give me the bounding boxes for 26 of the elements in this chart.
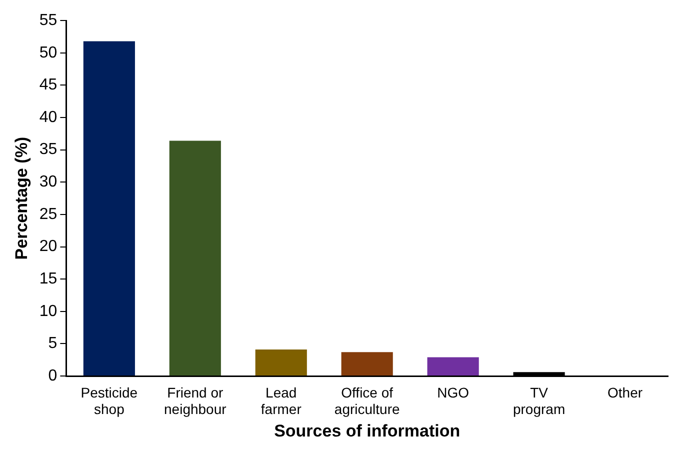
x-tick-label: TV program [512,384,566,418]
x-tick-label: Office of agriculture [334,384,400,418]
x-tick-label: Pesticide shop [80,384,138,418]
y-tick-label: 0 [48,367,58,384]
bar [169,140,221,376]
y-tick-label: 45 [39,76,58,94]
y-tick-label: 20 [39,238,58,256]
y-tick-label: 35 [39,141,58,158]
y-tick-label: 50 [39,44,58,62]
y-tick-label: 10 [39,302,58,320]
bar [341,352,393,376]
y-tick-label: 15 [39,270,58,288]
x-tick-label: Other [608,384,643,400]
x-axis-title: Sources of information [274,421,460,440]
y-tick-label: 25 [39,206,58,223]
x-tick-label: Lead farmer [260,384,302,418]
x-tick-label: NGO [437,384,470,400]
x-tick-label: Friend or neighbour [164,384,227,418]
y-axis-title: Percentage (%) [12,136,31,260]
y-tick-label: 5 [48,335,58,352]
y-tick-label: 30 [39,174,58,191]
y-tick-label: 40 [39,108,58,126]
bar [427,357,479,376]
bar [83,41,135,376]
bar [255,350,307,376]
y-tick-label: 55 [39,12,58,30]
